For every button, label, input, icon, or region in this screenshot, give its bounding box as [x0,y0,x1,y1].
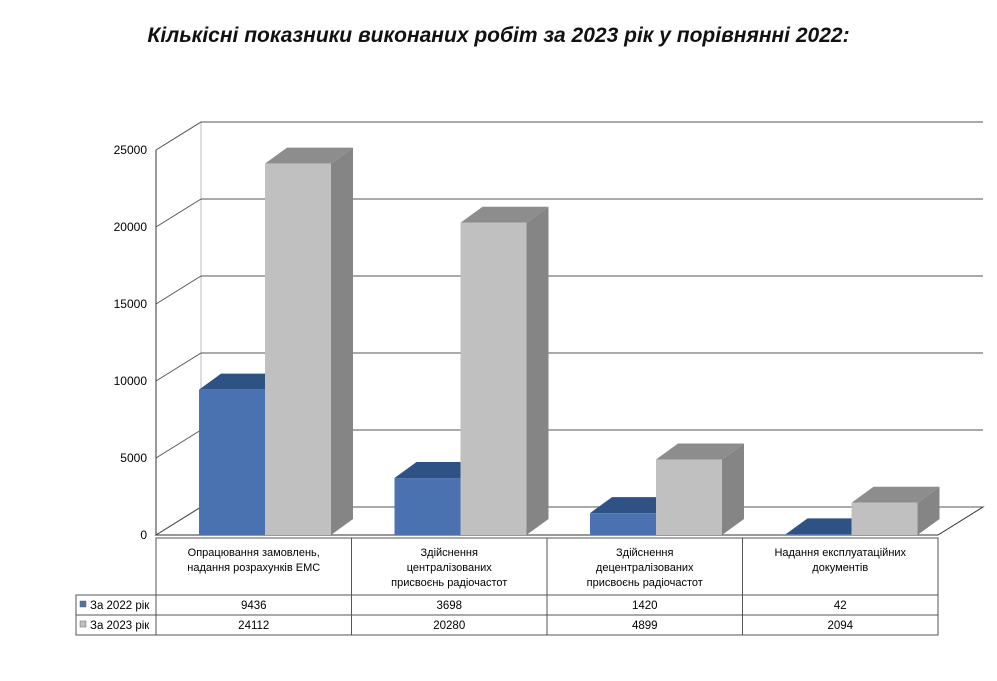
bar-2023-top [265,147,354,164]
category-label: присвоєнь радіочастот [391,577,507,589]
legend-swatch [79,620,87,628]
data-label: 42 [834,600,847,612]
category-label: децентралізованих [596,562,694,574]
bar-2022 [394,478,461,535]
category-label: централізованих [407,562,493,574]
legend-label: За 2023 рік [90,620,150,632]
legend-label: За 2022 рік [90,600,150,612]
bar-2023-top [851,486,940,503]
bar-2023 [851,502,918,535]
data-label: 3698 [436,600,462,612]
bar-2022 [590,513,657,535]
category-label: Надання експлуатаційних [774,547,906,559]
bar-2023-top [656,443,745,460]
bar-2022 [785,534,852,535]
chart-title: Кількісні показники виконаних робіт за 2… [147,24,850,47]
bar-2023-side [917,486,940,535]
data-label: 24112 [238,620,269,632]
side-wall [155,121,202,536]
category-label: присвоєнь радіочастот [587,577,703,589]
gridline-diagonal [155,275,202,305]
bar-2023-side [331,147,354,535]
y-tick-label: 0 [140,528,147,542]
gridline-diagonal [155,352,202,382]
category-label: Опрацювання замовлень, [188,547,320,559]
category-label: Здійснення [421,547,478,559]
category-label: Здійснення [616,547,673,559]
y-tick-label: 20000 [114,220,148,234]
legend-swatch [79,600,87,608]
y-tick-label: 10000 [114,374,148,388]
bar-2023-side [722,443,745,535]
y-tick-label: 25000 [114,143,148,157]
y-tick-label: 15000 [114,297,148,311]
bar-2022 [199,389,266,535]
bar-2023-side [526,206,549,536]
data-label: 4899 [632,620,658,632]
gridline-diagonal [155,198,202,228]
category-label: документів [812,562,868,574]
gridline-diagonal [155,506,202,536]
data-label: 2094 [827,620,853,632]
gridline-diagonal [155,429,202,459]
data-label: 1420 [632,600,658,612]
bar-2023 [460,222,527,536]
gridline-diagonal [155,121,202,151]
data-label: 9436 [241,600,267,612]
category-label: надання розрахунків ЕМС [187,562,320,574]
data-label: 20280 [433,620,465,632]
bar-2023 [265,163,332,535]
bar-2023 [656,459,723,535]
bar-2023-top [460,206,549,223]
y-tick-label: 5000 [120,451,147,465]
